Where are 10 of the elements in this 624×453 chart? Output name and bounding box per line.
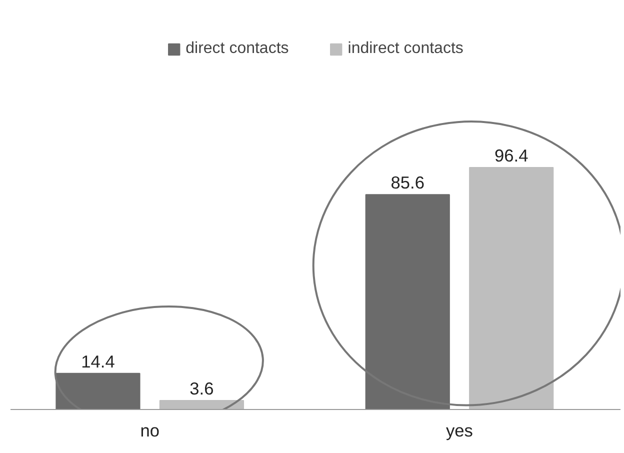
x-tick-label: yes bbox=[446, 420, 474, 440]
x-tick-label: no bbox=[140, 420, 160, 440]
data-label: 96.4 bbox=[494, 145, 529, 166]
legend-label: indirect contacts bbox=[348, 40, 464, 58]
bar bbox=[159, 400, 244, 410]
data-label: 85.6 bbox=[390, 172, 424, 193]
data-label: 3.6 bbox=[190, 378, 214, 398]
data-label: 14.4 bbox=[81, 351, 116, 372]
legend-label: direct contacts bbox=[186, 40, 289, 58]
bar bbox=[469, 166, 554, 410]
